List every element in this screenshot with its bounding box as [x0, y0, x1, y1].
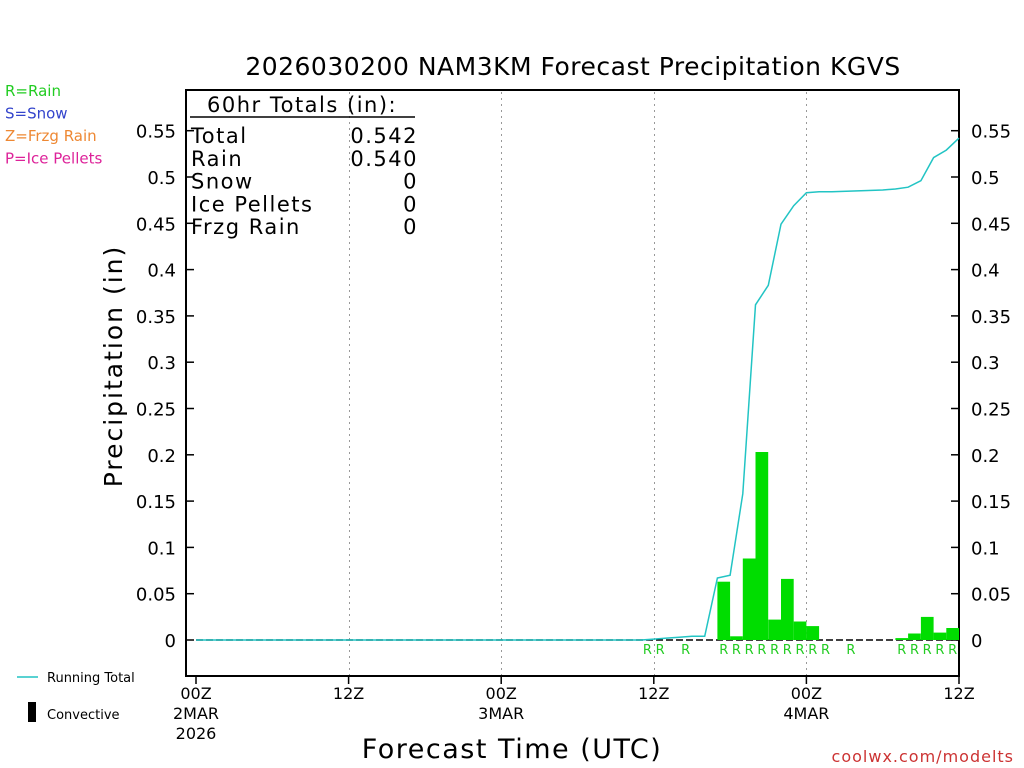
- y-tick-label-left: 0.15: [136, 492, 176, 513]
- totals-header: 60hr Totals (in):: [207, 93, 397, 117]
- ptype-marker: R: [681, 643, 690, 658]
- precip-bar: [717, 581, 731, 640]
- y-axis-label: Precipitation (in): [99, 245, 128, 488]
- ptype-marker: R: [745, 643, 754, 658]
- totals-row-label: Total: [190, 124, 248, 148]
- precip-bar: [806, 626, 820, 640]
- running-total-line: [196, 137, 960, 641]
- y-tick-label-right: 0.35: [971, 307, 1011, 328]
- ptype-marker: R: [821, 643, 830, 658]
- watermark: coolwx.com/modelts: [832, 747, 1014, 766]
- y-tick-label-right: 0.05: [971, 585, 1011, 606]
- ptype-legend-item: S=Snow: [5, 105, 68, 123]
- chart-title: 2026030200 NAM3KM Forecast Precipitation…: [245, 52, 900, 81]
- precip-bars: [717, 452, 959, 640]
- convective-legend-swatch: [28, 702, 36, 722]
- ptype-marker: R: [796, 643, 805, 658]
- x-tick-date: 2MAR: [173, 704, 219, 723]
- convective-legend-label: Convective: [47, 708, 120, 723]
- totals-box: 60hr Totals (in): Total 0.542 Rain 0.540 Sno…: [190, 93, 418, 239]
- precip-bar: [908, 633, 921, 640]
- x-tick-label: 00Z: [791, 684, 822, 703]
- ptype-legend: R=Rain S=Snow Z=Frzg Rain P=Ice Pellets: [5, 82, 102, 168]
- totals-row-label: Snow: [191, 170, 254, 194]
- x-tick-label: 12Z: [333, 684, 364, 703]
- y-tick-label-left: 0.2: [147, 446, 176, 467]
- ptype-marker: R: [948, 643, 957, 658]
- y-tick-label-left: 0.25: [136, 400, 176, 421]
- y-tick-label-right: 0.55: [971, 122, 1011, 143]
- ptype-marker: R: [923, 643, 932, 658]
- y-tick-label-left: 0.45: [136, 214, 176, 235]
- running-total-legend-label: Running Total: [47, 671, 135, 686]
- totals-row-label: Ice Pellets: [191, 192, 313, 216]
- y-tick-label-left: 0.1: [147, 538, 176, 559]
- y-tick-label-right: 0.45: [971, 214, 1011, 235]
- totals-row-value: 0: [403, 192, 418, 216]
- totals-row-value: 0: [403, 215, 418, 239]
- ptype-marker: R: [846, 643, 855, 658]
- y-tick-label-right: 0.3: [971, 353, 1000, 374]
- ptype-marker: R: [808, 643, 817, 658]
- precip-bar: [742, 558, 756, 640]
- y-tick-label-right: 0.15: [971, 492, 1011, 513]
- ptype-marker: R: [643, 643, 652, 658]
- y-tick-label-left: 0.5: [147, 168, 176, 189]
- y-tick-label-right: 0.25: [971, 400, 1011, 421]
- ptype-marker: R: [910, 643, 919, 658]
- ptype-marker: R: [783, 643, 792, 658]
- y-tick-label-right: 0.5: [971, 168, 1000, 189]
- x-tick-label: 12Z: [943, 684, 974, 703]
- ptype-marker: R: [732, 643, 741, 658]
- y-tick-label-right: 0.1: [971, 538, 1000, 559]
- vertical-gridlines: [349, 92, 807, 675]
- x-tick-label: 12Z: [638, 684, 669, 703]
- precip-bar: [730, 636, 743, 640]
- y-tick-label-left: 0.4: [147, 261, 176, 282]
- x-axis-label: Forecast Time (UTC): [362, 734, 663, 765]
- totals-row-value: 0.540: [350, 147, 418, 171]
- precip-bar: [946, 628, 959, 640]
- x-tick-date: 3MAR: [478, 704, 524, 723]
- totals-row-label: Rain: [191, 147, 243, 171]
- ptype-marker: R: [757, 643, 766, 658]
- y-tick-label-right: 0.2: [971, 446, 1000, 467]
- ptype-marker: R: [719, 643, 728, 658]
- y-tick-label-right: 0: [971, 631, 982, 652]
- ptype-legend-item: R=Rain: [5, 82, 61, 100]
- x-tick-label: 00Z: [180, 684, 211, 703]
- x-tick-date: 4MAR: [783, 704, 829, 723]
- ptype-legend-item: Z=Frzg Rain: [5, 127, 97, 145]
- precip-bar: [920, 616, 934, 640]
- y-tick-label-left: 0.3: [147, 353, 176, 374]
- x-tick-label: 00Z: [486, 684, 517, 703]
- totals-row-label: Frzg Rain: [191, 215, 301, 239]
- y-tick-label-left: 0.05: [136, 585, 176, 606]
- precip-bar: [933, 632, 947, 640]
- y-tick-label-left: 0: [165, 631, 176, 652]
- totals-row-value: 0.542: [350, 124, 418, 148]
- y-tick-label-right: 0.4: [971, 261, 1000, 282]
- totals-row-value: 0: [403, 170, 418, 194]
- y-axes: 0 00.05 0.050.1 0.10.15 0.150.2 0.20.25 0.250.…: [136, 122, 1011, 652]
- y-tick-label-left: 0.55: [136, 122, 176, 143]
- y-tick-label-left: 0.35: [136, 307, 176, 328]
- ptype-marker: R: [656, 643, 665, 658]
- ptype-legend-item: P=Ice Pellets: [5, 150, 102, 168]
- plot-frame: [185, 89, 960, 677]
- precip-bar: [895, 638, 909, 640]
- precip-bar: [768, 619, 781, 640]
- x-tick-year: 2026: [176, 724, 217, 743]
- ptype-marker: R: [770, 643, 779, 658]
- precip-bar: [793, 621, 807, 640]
- precip-bar: [781, 578, 794, 640]
- ptype-marker: R: [897, 643, 906, 658]
- precip-bar: [755, 452, 769, 640]
- ptype-marker: R: [935, 643, 944, 658]
